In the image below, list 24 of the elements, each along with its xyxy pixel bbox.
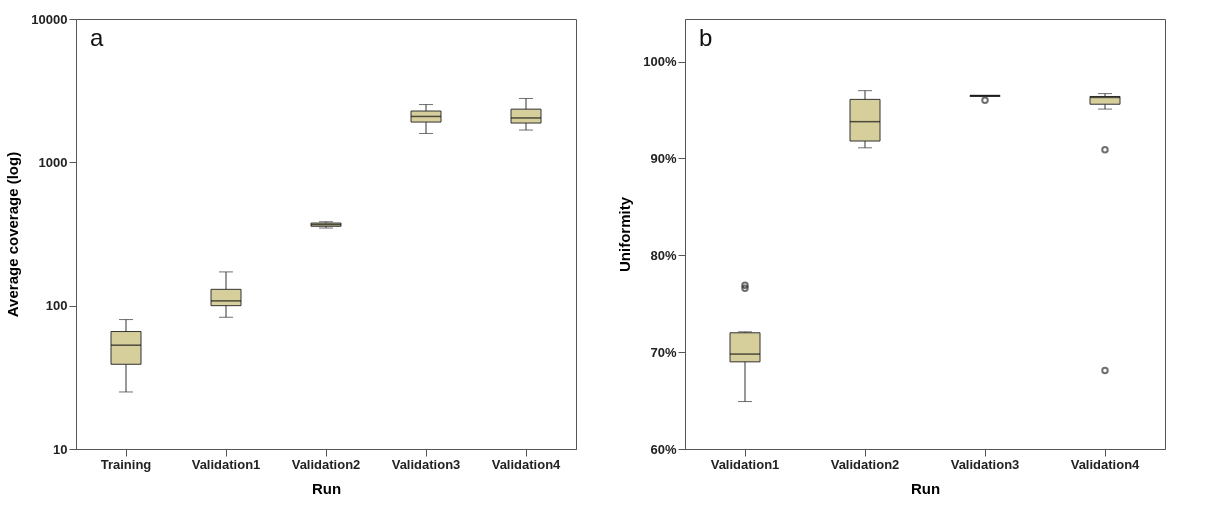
y-tick-label: 90%: [650, 150, 677, 166]
x-tick-label: Validation1: [710, 456, 780, 472]
y-tick-label: 60%: [650, 441, 677, 457]
x-tick-label: Validation2: [830, 456, 900, 472]
y-axis-title: Average coverage (log): [4, 151, 22, 318]
x-tick-label: Validation1: [191, 456, 261, 472]
y-tick-label: 80%: [650, 247, 677, 263]
x-axis-title: Run: [311, 479, 342, 497]
x-tick-label: Training: [100, 456, 152, 472]
x-tick-label: Validation4: [1070, 456, 1141, 472]
y-tick-label: 10000: [31, 11, 68, 27]
x-tick-label: Validation4: [491, 456, 562, 472]
y-tick-label: 1000: [38, 154, 68, 170]
y-axis-title: Uniformity: [616, 196, 634, 272]
x-tick-label: Validation3: [950, 456, 1020, 472]
x-tick-label: Validation3: [391, 456, 461, 472]
y-tick-label: 100: [45, 298, 68, 314]
annotation: b: [699, 24, 713, 51]
y-tick-label: 10: [53, 441, 68, 457]
y-tick-label: 70%: [650, 344, 677, 360]
x-axis-title: Run: [910, 479, 941, 497]
annotation: a: [90, 24, 104, 51]
x-tick-label: Validation2: [291, 456, 361, 472]
y-tick-label: 100%: [643, 54, 677, 70]
